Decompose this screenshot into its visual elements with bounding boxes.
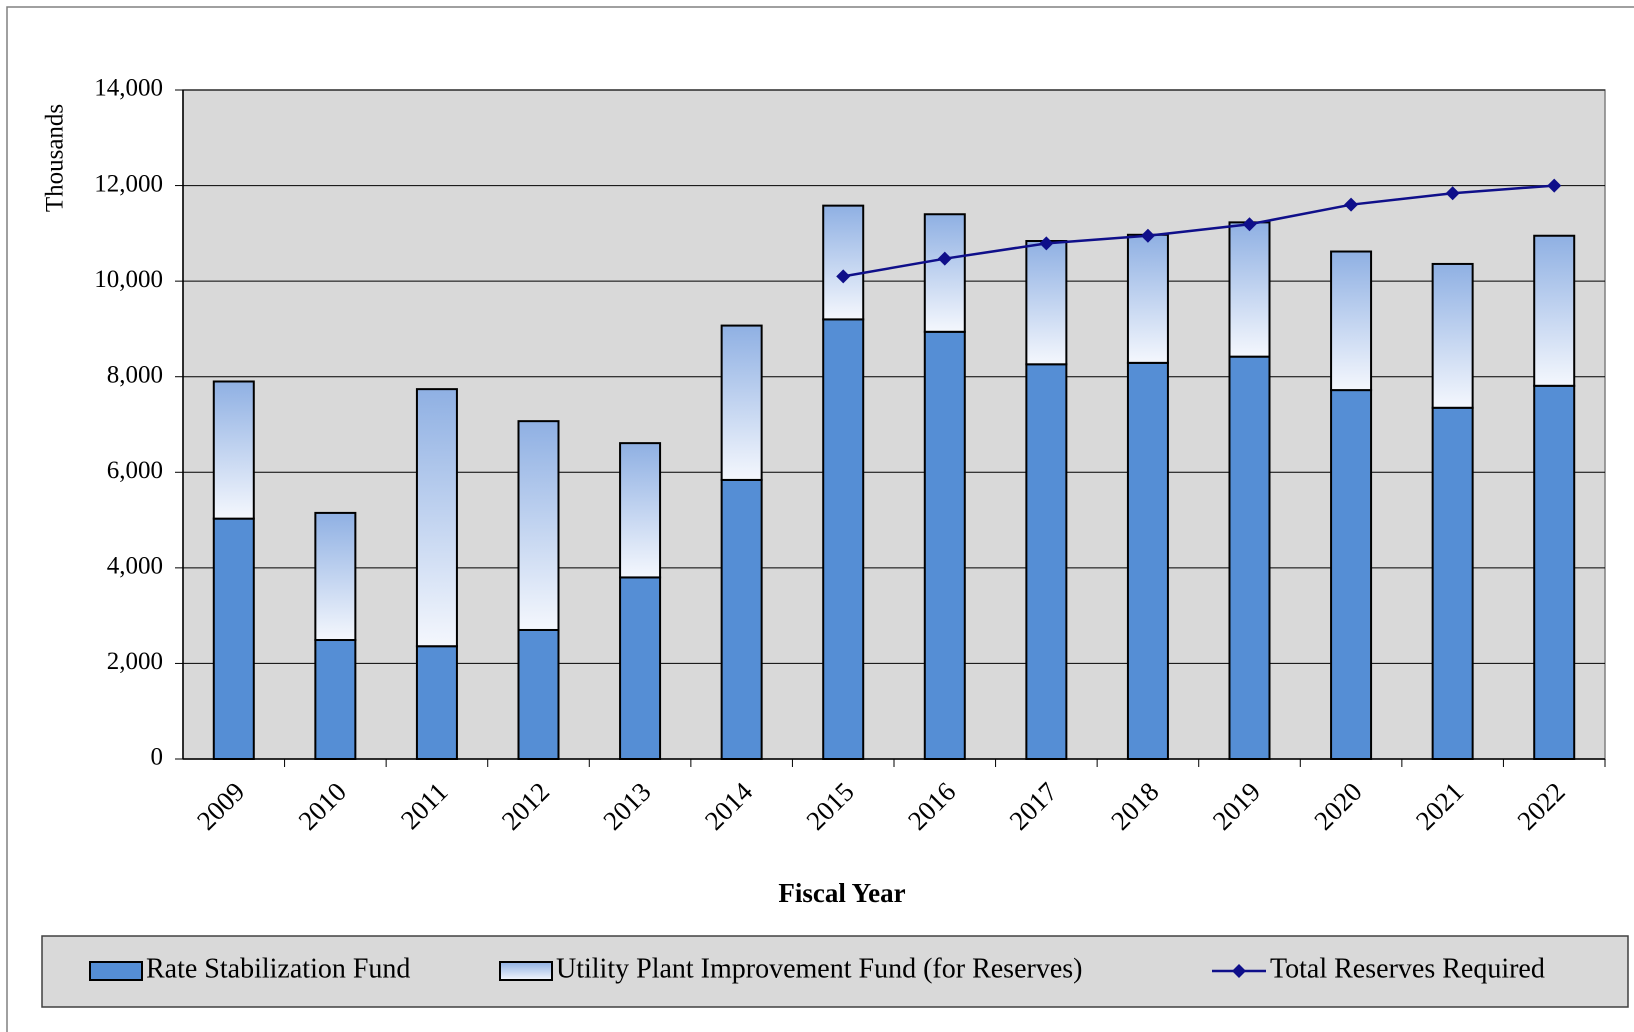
- bar: [822, 318, 865, 760]
- line: [842, 184, 1555, 278]
- y-tick-label: 8,000: [107, 361, 163, 388]
- bar: [1431, 406, 1474, 760]
- y-tick-label: 12,000: [94, 170, 163, 197]
- line-marker: [1140, 228, 1155, 243]
- legend: [41, 935, 1629, 1008]
- line-marker: [836, 269, 851, 284]
- legend-swatch: [499, 961, 553, 981]
- y-tick-label: 6,000: [107, 457, 163, 484]
- bar: [212, 517, 255, 761]
- bar: [720, 478, 763, 760]
- bar: [415, 388, 458, 648]
- x-axis-title: Fiscal Year: [778, 878, 905, 908]
- bar: [314, 511, 357, 642]
- y-tick-label: 10,000: [94, 266, 163, 293]
- bar: [1228, 355, 1271, 760]
- bar: [1533, 384, 1576, 760]
- bar: [1330, 389, 1373, 760]
- bar: [212, 380, 255, 520]
- bar: [415, 645, 458, 760]
- y-tick-label: 2,000: [107, 648, 163, 675]
- y-tick-label: 0: [151, 744, 164, 771]
- bar: [1126, 233, 1169, 364]
- line-marker: [937, 251, 952, 266]
- bar: [619, 576, 662, 761]
- line-marker: [1547, 178, 1562, 193]
- bar: [720, 324, 763, 481]
- y-tick-label: 4,000: [107, 553, 163, 580]
- bar: [1330, 250, 1373, 392]
- legend-swatch: [89, 961, 143, 981]
- bar: [517, 628, 560, 760]
- y-axis-title: Thousands: [42, 104, 69, 212]
- bar: [1025, 240, 1068, 366]
- bar: [314, 639, 357, 760]
- legend-label: Rate Stabilization Fund: [146, 953, 410, 984]
- bar: [923, 330, 966, 760]
- line-marker: [1039, 236, 1054, 251]
- bar: [1025, 363, 1068, 760]
- line-marker: [1445, 186, 1460, 201]
- line-marker: [1242, 217, 1257, 232]
- legend-label: Utility Plant Improvement Fund (for Rese…: [556, 953, 1082, 984]
- bar: [1126, 361, 1169, 760]
- legend-label: Total Reserves Required: [1270, 953, 1545, 984]
- bar: [517, 420, 560, 631]
- legend-swatch: [1232, 964, 1246, 978]
- bar: [822, 204, 865, 321]
- bar: [1228, 221, 1271, 358]
- bar: [1431, 262, 1474, 409]
- bar: [619, 442, 662, 579]
- bar: [1533, 234, 1576, 387]
- line-marker: [1344, 197, 1359, 212]
- bar: [923, 213, 966, 333]
- plot-area: [182, 89, 1606, 760]
- y-tick-label: 14,000: [94, 75, 163, 102]
